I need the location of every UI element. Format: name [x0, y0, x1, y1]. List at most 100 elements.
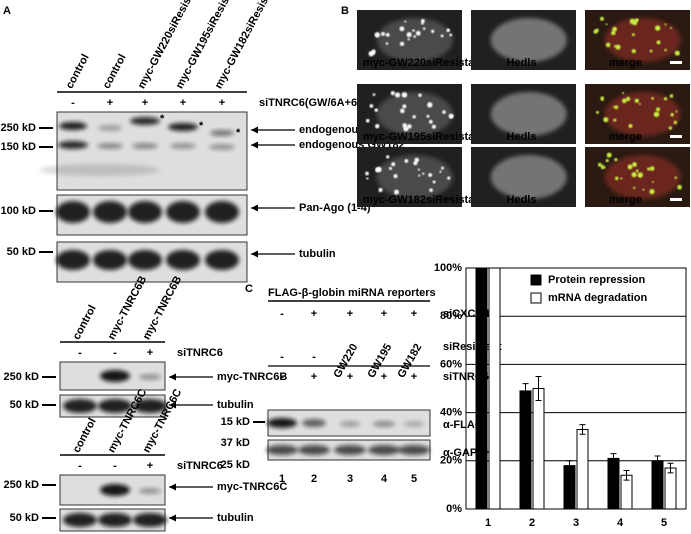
band-label: α-FLAG [443, 419, 483, 431]
band [266, 445, 298, 455]
granule [402, 123, 408, 128]
micrograph [471, 84, 576, 144]
error-bar [522, 383, 529, 399]
asterisk: * [160, 113, 165, 125]
band [133, 513, 167, 527]
micrograph [471, 10, 576, 70]
arrow-head [169, 401, 176, 409]
band [267, 418, 297, 428]
size-marker: 50 kD [10, 399, 39, 411]
error-bar [667, 462, 674, 474]
band [98, 125, 122, 131]
blot [56, 111, 248, 191]
band-label: tubulin [299, 248, 336, 260]
channel-label: Hedls [507, 131, 537, 143]
granule [632, 162, 637, 167]
granule [603, 166, 606, 169]
granule [621, 91, 625, 95]
size-marker: 250 kD [1, 122, 37, 134]
band [58, 141, 88, 149]
size-marker: 250 kD [4, 479, 40, 491]
granule [612, 105, 616, 108]
granule [407, 124, 412, 129]
granule [391, 162, 396, 167]
legend-label: mRNA degradation [548, 292, 647, 304]
band-label: tubulin [217, 512, 254, 524]
granule [440, 34, 444, 38]
granule [399, 41, 405, 47]
micrograph [585, 10, 690, 70]
band [40, 164, 160, 176]
granule [614, 176, 619, 181]
granule [631, 49, 636, 54]
band-label: myc-TNRC6C [217, 481, 287, 493]
band [93, 201, 127, 223]
granule [649, 166, 655, 171]
granule [605, 23, 608, 26]
granule [418, 174, 421, 177]
band [334, 445, 366, 455]
granule [422, 172, 425, 175]
y-tick-label: 80% [440, 310, 462, 322]
band [98, 513, 132, 527]
granule [368, 50, 375, 57]
granule [600, 164, 605, 169]
granule [365, 118, 370, 123]
size-marker: 50 kD [7, 246, 36, 258]
condition-value: - [312, 351, 316, 363]
size-marker: 100 kD [1, 205, 37, 217]
granule [634, 98, 639, 103]
granule [415, 30, 421, 36]
granule [432, 180, 436, 184]
lane-number: 3 [347, 473, 353, 485]
condition-value: + [347, 371, 353, 383]
treatment-sign: + [180, 97, 186, 109]
error-bar [610, 453, 617, 464]
micrograph [471, 147, 576, 207]
error-bar [566, 460, 573, 471]
granule [605, 42, 611, 48]
granule [649, 49, 653, 53]
treatment-sign: - [113, 460, 117, 472]
band [340, 421, 360, 427]
granule [439, 170, 442, 173]
granule [407, 38, 410, 41]
bar [651, 460, 664, 510]
granule [372, 51, 376, 55]
treatment-sign: + [107, 97, 113, 109]
y-tick-label: 40% [440, 407, 462, 419]
cell [490, 18, 567, 62]
granule [656, 107, 661, 112]
granule [627, 164, 633, 170]
granule [613, 118, 617, 122]
condition-value: + [311, 371, 317, 383]
granule [447, 176, 451, 180]
channel-label: myc-GW220siResistant [363, 57, 485, 69]
band [98, 399, 132, 413]
granule [401, 92, 408, 98]
granule [637, 172, 643, 178]
granule [404, 20, 407, 23]
granule [625, 96, 631, 102]
treatment-sign: - [78, 460, 82, 472]
granule [654, 25, 661, 31]
granule [664, 48, 667, 52]
label: C [245, 283, 253, 295]
treatment-sign: + [219, 97, 225, 109]
band [133, 399, 167, 413]
band [132, 143, 158, 149]
band [63, 399, 97, 413]
granule [631, 33, 635, 37]
arrow-head [169, 483, 176, 491]
granule [635, 169, 639, 173]
granule [673, 120, 678, 125]
error-bar [654, 455, 661, 467]
label: B [341, 5, 349, 17]
granule [615, 44, 621, 50]
band [302, 419, 326, 427]
band [166, 201, 200, 223]
band [59, 122, 87, 130]
granule [670, 113, 674, 117]
micrograph [585, 84, 690, 144]
